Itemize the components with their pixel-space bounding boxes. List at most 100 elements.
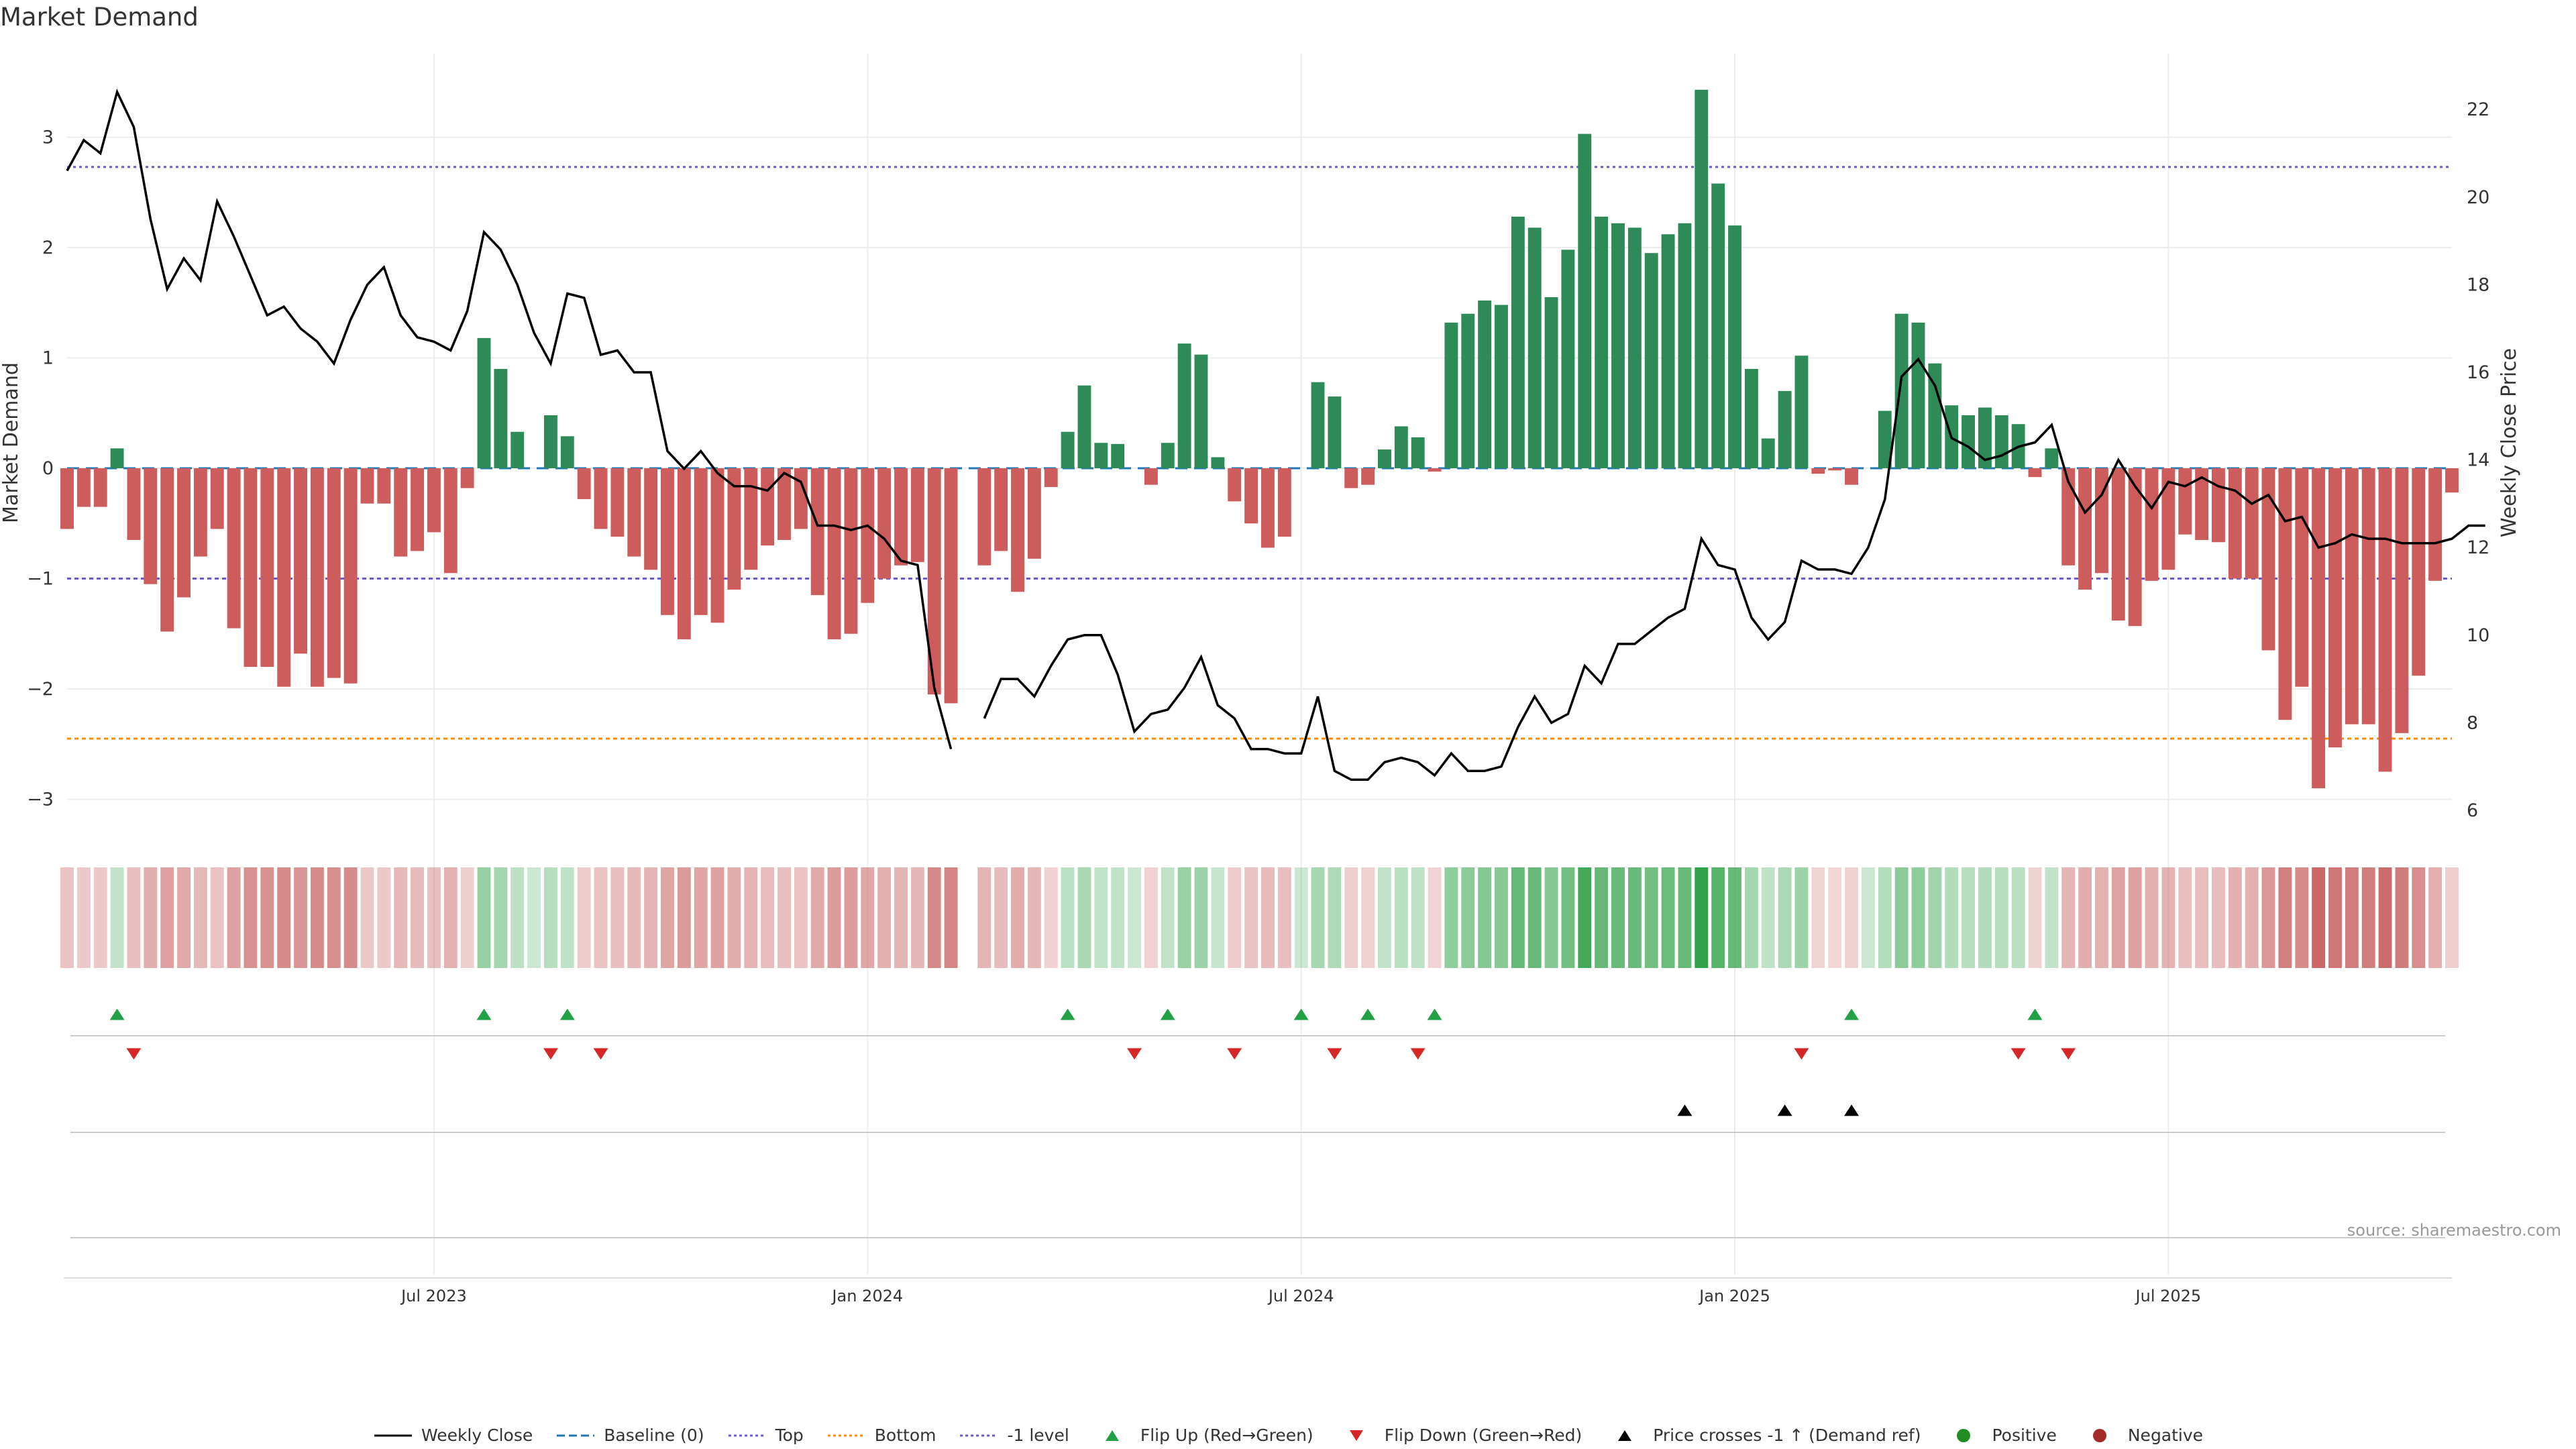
legend-triangle xyxy=(1618,1430,1632,1441)
flip-down-marker xyxy=(126,1048,142,1060)
demand-bar xyxy=(377,468,391,504)
demand-bar xyxy=(343,468,358,684)
legend-label: Flip Down (Green→Red) xyxy=(1384,1426,1582,1445)
demand-bar xyxy=(1361,468,1375,485)
flip-down-marker xyxy=(543,1048,558,1060)
heatstrip-cell xyxy=(1695,867,1709,968)
demand-bar xyxy=(160,468,174,632)
heatstrip-cell xyxy=(2061,867,2076,968)
heatstrip-cell xyxy=(2428,867,2443,968)
heatstrip-cell xyxy=(1228,867,1242,968)
heatstrip-cell xyxy=(577,867,591,968)
heatstrip-cell xyxy=(60,867,74,968)
demand-bar xyxy=(1911,322,1925,468)
demand-bar xyxy=(544,415,557,468)
heatstrip-cell xyxy=(1311,867,1325,968)
heatstrip-cell xyxy=(977,867,991,968)
heatstrip-cell xyxy=(1778,867,1792,968)
heatstrip-cell xyxy=(661,867,674,968)
heatstrip-cell xyxy=(2145,867,2159,968)
demand-bar xyxy=(127,468,141,540)
heatstrip-cell xyxy=(844,867,858,968)
x-tick-label: Jan 2024 xyxy=(830,1287,903,1305)
flip-up-marker xyxy=(1360,1008,1376,1020)
heatstrip-cell xyxy=(2011,867,2025,968)
legend-item: Positive xyxy=(1943,1426,2057,1445)
demand-bar xyxy=(1027,468,1041,559)
legend-label: Negative xyxy=(2127,1426,2204,1445)
heatstrip-cell xyxy=(394,867,408,968)
heatstrip-cell xyxy=(2345,867,2359,968)
flip-up-marker xyxy=(1427,1008,1442,1020)
demand-bar xyxy=(494,368,508,468)
demand-bar xyxy=(1428,468,1442,472)
heatstrip-cell xyxy=(1428,867,1442,968)
heatstrip-cell xyxy=(1761,867,1775,968)
demand-bar xyxy=(1044,468,1058,487)
demand-bar xyxy=(1744,368,1758,468)
demand-bar xyxy=(1778,390,1792,468)
demand-bar xyxy=(193,468,207,557)
demand-bar xyxy=(2161,468,2176,570)
demand-bar xyxy=(794,468,808,529)
demand-bar xyxy=(827,468,841,639)
y-tick-label: 1 xyxy=(42,348,54,369)
heatstrip-cell xyxy=(1678,867,1692,968)
demand-bar xyxy=(76,468,91,507)
heatstrip-cell xyxy=(2445,867,2459,968)
heatstrip-cell xyxy=(1461,867,1475,968)
legend-label: Bottom xyxy=(874,1426,936,1445)
heatstrip-cell xyxy=(927,867,941,968)
price-cross-marker xyxy=(1777,1104,1792,1116)
heatstrip-cell xyxy=(810,867,824,968)
demand-bar xyxy=(2045,448,2059,468)
demand-bar xyxy=(2094,468,2108,574)
demand-bar xyxy=(2261,468,2275,651)
circle-red-legend-symbol xyxy=(2092,1428,2106,1442)
demand-bar xyxy=(1544,297,1558,468)
heatstrip-cell xyxy=(527,867,541,968)
heatstrip-cell xyxy=(1845,867,1858,968)
heatstrip-cell xyxy=(1194,867,1208,968)
demand-bar xyxy=(2195,468,2209,540)
heatstrip-cell xyxy=(227,867,241,968)
demand-bar xyxy=(310,468,324,687)
demand-bar xyxy=(1578,133,1592,468)
heatstrip-cell xyxy=(2178,867,2192,968)
demand-bar xyxy=(1061,431,1075,468)
demand-bar xyxy=(2295,468,2309,687)
legend-item: Baseline (0) xyxy=(555,1426,704,1445)
flip-up-marker xyxy=(2027,1008,2043,1020)
heatstrip-cell xyxy=(2111,867,2125,968)
demand-bar xyxy=(694,468,708,615)
heatstrip-cell xyxy=(794,867,808,968)
x-tick-label: Jan 2025 xyxy=(1698,1287,1770,1305)
heatstrip-cell xyxy=(1211,867,1225,968)
demand-bar xyxy=(2428,468,2443,581)
legend-item: Top xyxy=(727,1426,804,1445)
demand-bar xyxy=(2212,468,2225,543)
heatstrip-cell xyxy=(1627,867,1642,968)
demand-bar xyxy=(1277,468,1291,537)
heatstrip-cell xyxy=(1644,867,1658,968)
heatstrip-cell xyxy=(1260,867,1275,968)
legend-item: Weekly Close xyxy=(373,1426,533,1445)
demand-bar xyxy=(1461,313,1475,468)
heatstrip-cell xyxy=(944,867,958,968)
heatstrip-cell xyxy=(1828,867,1842,968)
heatstrip-cell xyxy=(761,867,775,968)
heatstrip-cell xyxy=(110,867,124,968)
flip-up-marker xyxy=(1060,1008,1075,1020)
demand-bar xyxy=(60,468,74,529)
demand-bar xyxy=(210,468,224,529)
demand-bar xyxy=(1328,396,1342,468)
demand-bar xyxy=(994,468,1008,551)
heatstrip-cell xyxy=(2028,867,2042,968)
heatstrip-cell xyxy=(677,867,691,968)
demand-bar xyxy=(1311,382,1325,468)
x-tick-label: Jul 2024 xyxy=(1267,1287,1334,1305)
heatstrip-cell xyxy=(377,867,391,968)
demand-bar xyxy=(244,468,258,667)
heatstrip-cell xyxy=(777,867,791,968)
heatstrip-cell xyxy=(277,867,291,968)
